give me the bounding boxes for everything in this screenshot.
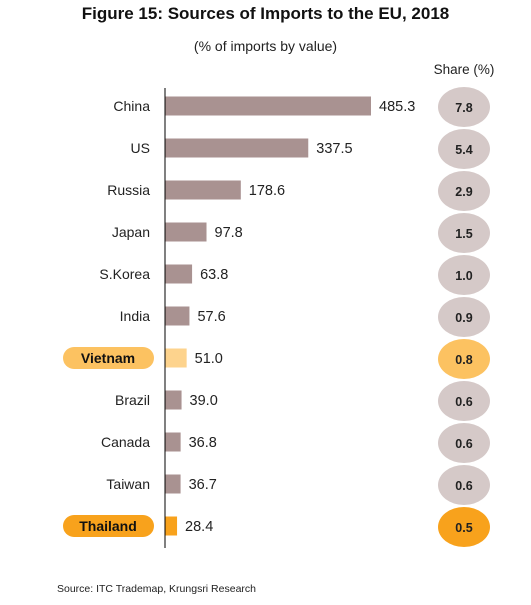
highlight-pill-vietnam: [63, 347, 154, 369]
share-label-russia: 2.9: [455, 185, 472, 199]
share-circle-canada: [438, 423, 490, 463]
category-label-vietnam: Vietnam: [81, 350, 135, 366]
bar-brazil: [165, 390, 182, 410]
value-label-us: 337.5: [316, 141, 352, 157]
bar-japan: [165, 222, 207, 242]
value-label-thailand: 28.4: [185, 519, 213, 535]
share-label-us: 5.4: [455, 143, 472, 157]
source-note: Source: ITC Trademap, Krungsri Research: [57, 583, 256, 595]
chart-title: Figure 15: Sources of Imports to the EU,…: [81, 4, 450, 23]
share-label-vietnam: 0.8: [455, 353, 472, 367]
share-circle-vietnam: [438, 339, 490, 379]
share-label-china: 7.8: [455, 101, 472, 115]
category-label-china: China: [113, 98, 150, 114]
value-label-china: 485.3: [379, 99, 415, 115]
share-label-thailand: 0.5: [455, 521, 472, 535]
share-circle-thailand: [438, 507, 490, 547]
share-circle-india: [438, 297, 490, 337]
share-label-india: 0.9: [455, 311, 472, 325]
value-label-taiwan: 36.7: [189, 477, 217, 493]
chart-subtitle: (% of imports by value): [193, 38, 338, 54]
value-label-india: 57.6: [197, 309, 225, 325]
category-label-thailand: Thailand: [79, 518, 137, 534]
share-label-taiwan: 0.6: [455, 479, 472, 493]
category-label-india: India: [120, 308, 151, 324]
share-circle-china: [438, 87, 490, 127]
share-circle-taiwan: [438, 465, 490, 505]
share-circle-brazil: [438, 381, 490, 421]
bar-s-korea: [165, 264, 193, 284]
category-label-japan: Japan: [112, 224, 150, 240]
share-circle-us: [438, 129, 490, 169]
bar-china: [165, 96, 371, 116]
share-label-s-korea: 1.0: [455, 269, 472, 283]
category-label-s-korea: S.Korea: [99, 266, 150, 282]
share-circle-s-korea: [438, 255, 490, 295]
value-label-russia: 178.6: [249, 183, 285, 199]
category-label-russia: Russia: [107, 182, 150, 198]
share-circle-japan: [438, 213, 490, 253]
share-label-canada: 0.6: [455, 437, 472, 451]
bar-russia: [165, 180, 241, 200]
value-label-japan: 97.8: [215, 225, 243, 241]
bar-india: [165, 306, 190, 326]
share-column-header: Share (%): [433, 62, 495, 77]
category-label-canada: Canada: [101, 434, 150, 450]
share-label-brazil: 0.6: [455, 395, 472, 409]
bar-thailand: [165, 516, 178, 536]
value-label-brazil: 39.0: [190, 393, 218, 409]
bar-taiwan: [165, 474, 181, 494]
category-label-brazil: Brazil: [115, 392, 150, 408]
value-label-vietnam: 51.0: [195, 351, 223, 367]
bar-canada: [165, 432, 181, 452]
bar-vietnam: [165, 348, 187, 368]
value-label-s-korea: 63.8: [200, 267, 228, 283]
highlight-pill-thailand: [63, 515, 154, 537]
category-label-taiwan: Taiwan: [106, 476, 150, 492]
share-circle-russia: [438, 171, 490, 211]
share-label-japan: 1.5: [455, 227, 472, 241]
category-label-us: US: [131, 140, 150, 156]
value-label-canada: 36.8: [189, 435, 217, 451]
bar-us: [165, 138, 309, 158]
